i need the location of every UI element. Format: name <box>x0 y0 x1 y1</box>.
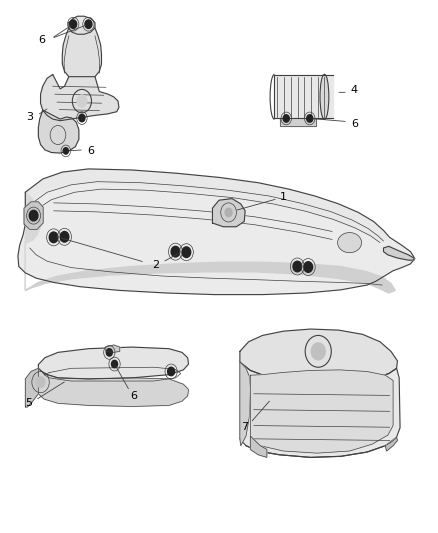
Circle shape <box>63 148 68 154</box>
Polygon shape <box>25 368 39 407</box>
Text: 7: 7 <box>241 422 249 432</box>
Polygon shape <box>39 368 188 407</box>
Circle shape <box>77 95 87 108</box>
Text: 1: 1 <box>280 191 287 201</box>
Polygon shape <box>106 345 120 352</box>
Polygon shape <box>25 169 388 241</box>
Polygon shape <box>39 110 79 153</box>
Circle shape <box>293 261 302 272</box>
Circle shape <box>60 231 69 242</box>
Polygon shape <box>251 370 393 453</box>
Text: 3: 3 <box>26 112 33 122</box>
Text: 2: 2 <box>152 261 159 270</box>
Text: 6: 6 <box>351 119 358 129</box>
Circle shape <box>311 343 325 360</box>
Circle shape <box>79 114 85 122</box>
Text: 6: 6 <box>87 146 94 156</box>
Text: 6: 6 <box>131 391 138 401</box>
Circle shape <box>36 377 45 387</box>
Circle shape <box>29 211 38 221</box>
Text: 5: 5 <box>25 398 32 408</box>
Polygon shape <box>275 75 333 118</box>
Polygon shape <box>18 169 415 295</box>
Polygon shape <box>41 75 119 120</box>
Polygon shape <box>39 347 188 379</box>
Circle shape <box>307 115 313 122</box>
Polygon shape <box>25 262 395 293</box>
Circle shape <box>225 208 232 216</box>
Circle shape <box>283 115 289 122</box>
Circle shape <box>171 246 180 257</box>
Polygon shape <box>240 362 251 446</box>
Polygon shape <box>24 202 43 229</box>
Circle shape <box>182 247 191 257</box>
Polygon shape <box>212 199 245 227</box>
Polygon shape <box>62 28 102 77</box>
Polygon shape <box>385 437 397 451</box>
Polygon shape <box>251 436 267 457</box>
Polygon shape <box>384 246 414 260</box>
Text: 6: 6 <box>38 35 45 45</box>
Polygon shape <box>240 362 400 457</box>
Polygon shape <box>280 118 316 126</box>
Circle shape <box>168 367 175 376</box>
Ellipse shape <box>338 232 361 253</box>
Circle shape <box>304 262 313 272</box>
Circle shape <box>112 360 117 368</box>
Polygon shape <box>240 329 397 383</box>
Circle shape <box>70 20 77 28</box>
Circle shape <box>106 349 113 356</box>
Polygon shape <box>69 16 95 34</box>
Circle shape <box>49 232 58 243</box>
Text: 4: 4 <box>350 85 357 95</box>
Ellipse shape <box>320 74 329 119</box>
Polygon shape <box>25 192 41 290</box>
Circle shape <box>85 20 92 28</box>
